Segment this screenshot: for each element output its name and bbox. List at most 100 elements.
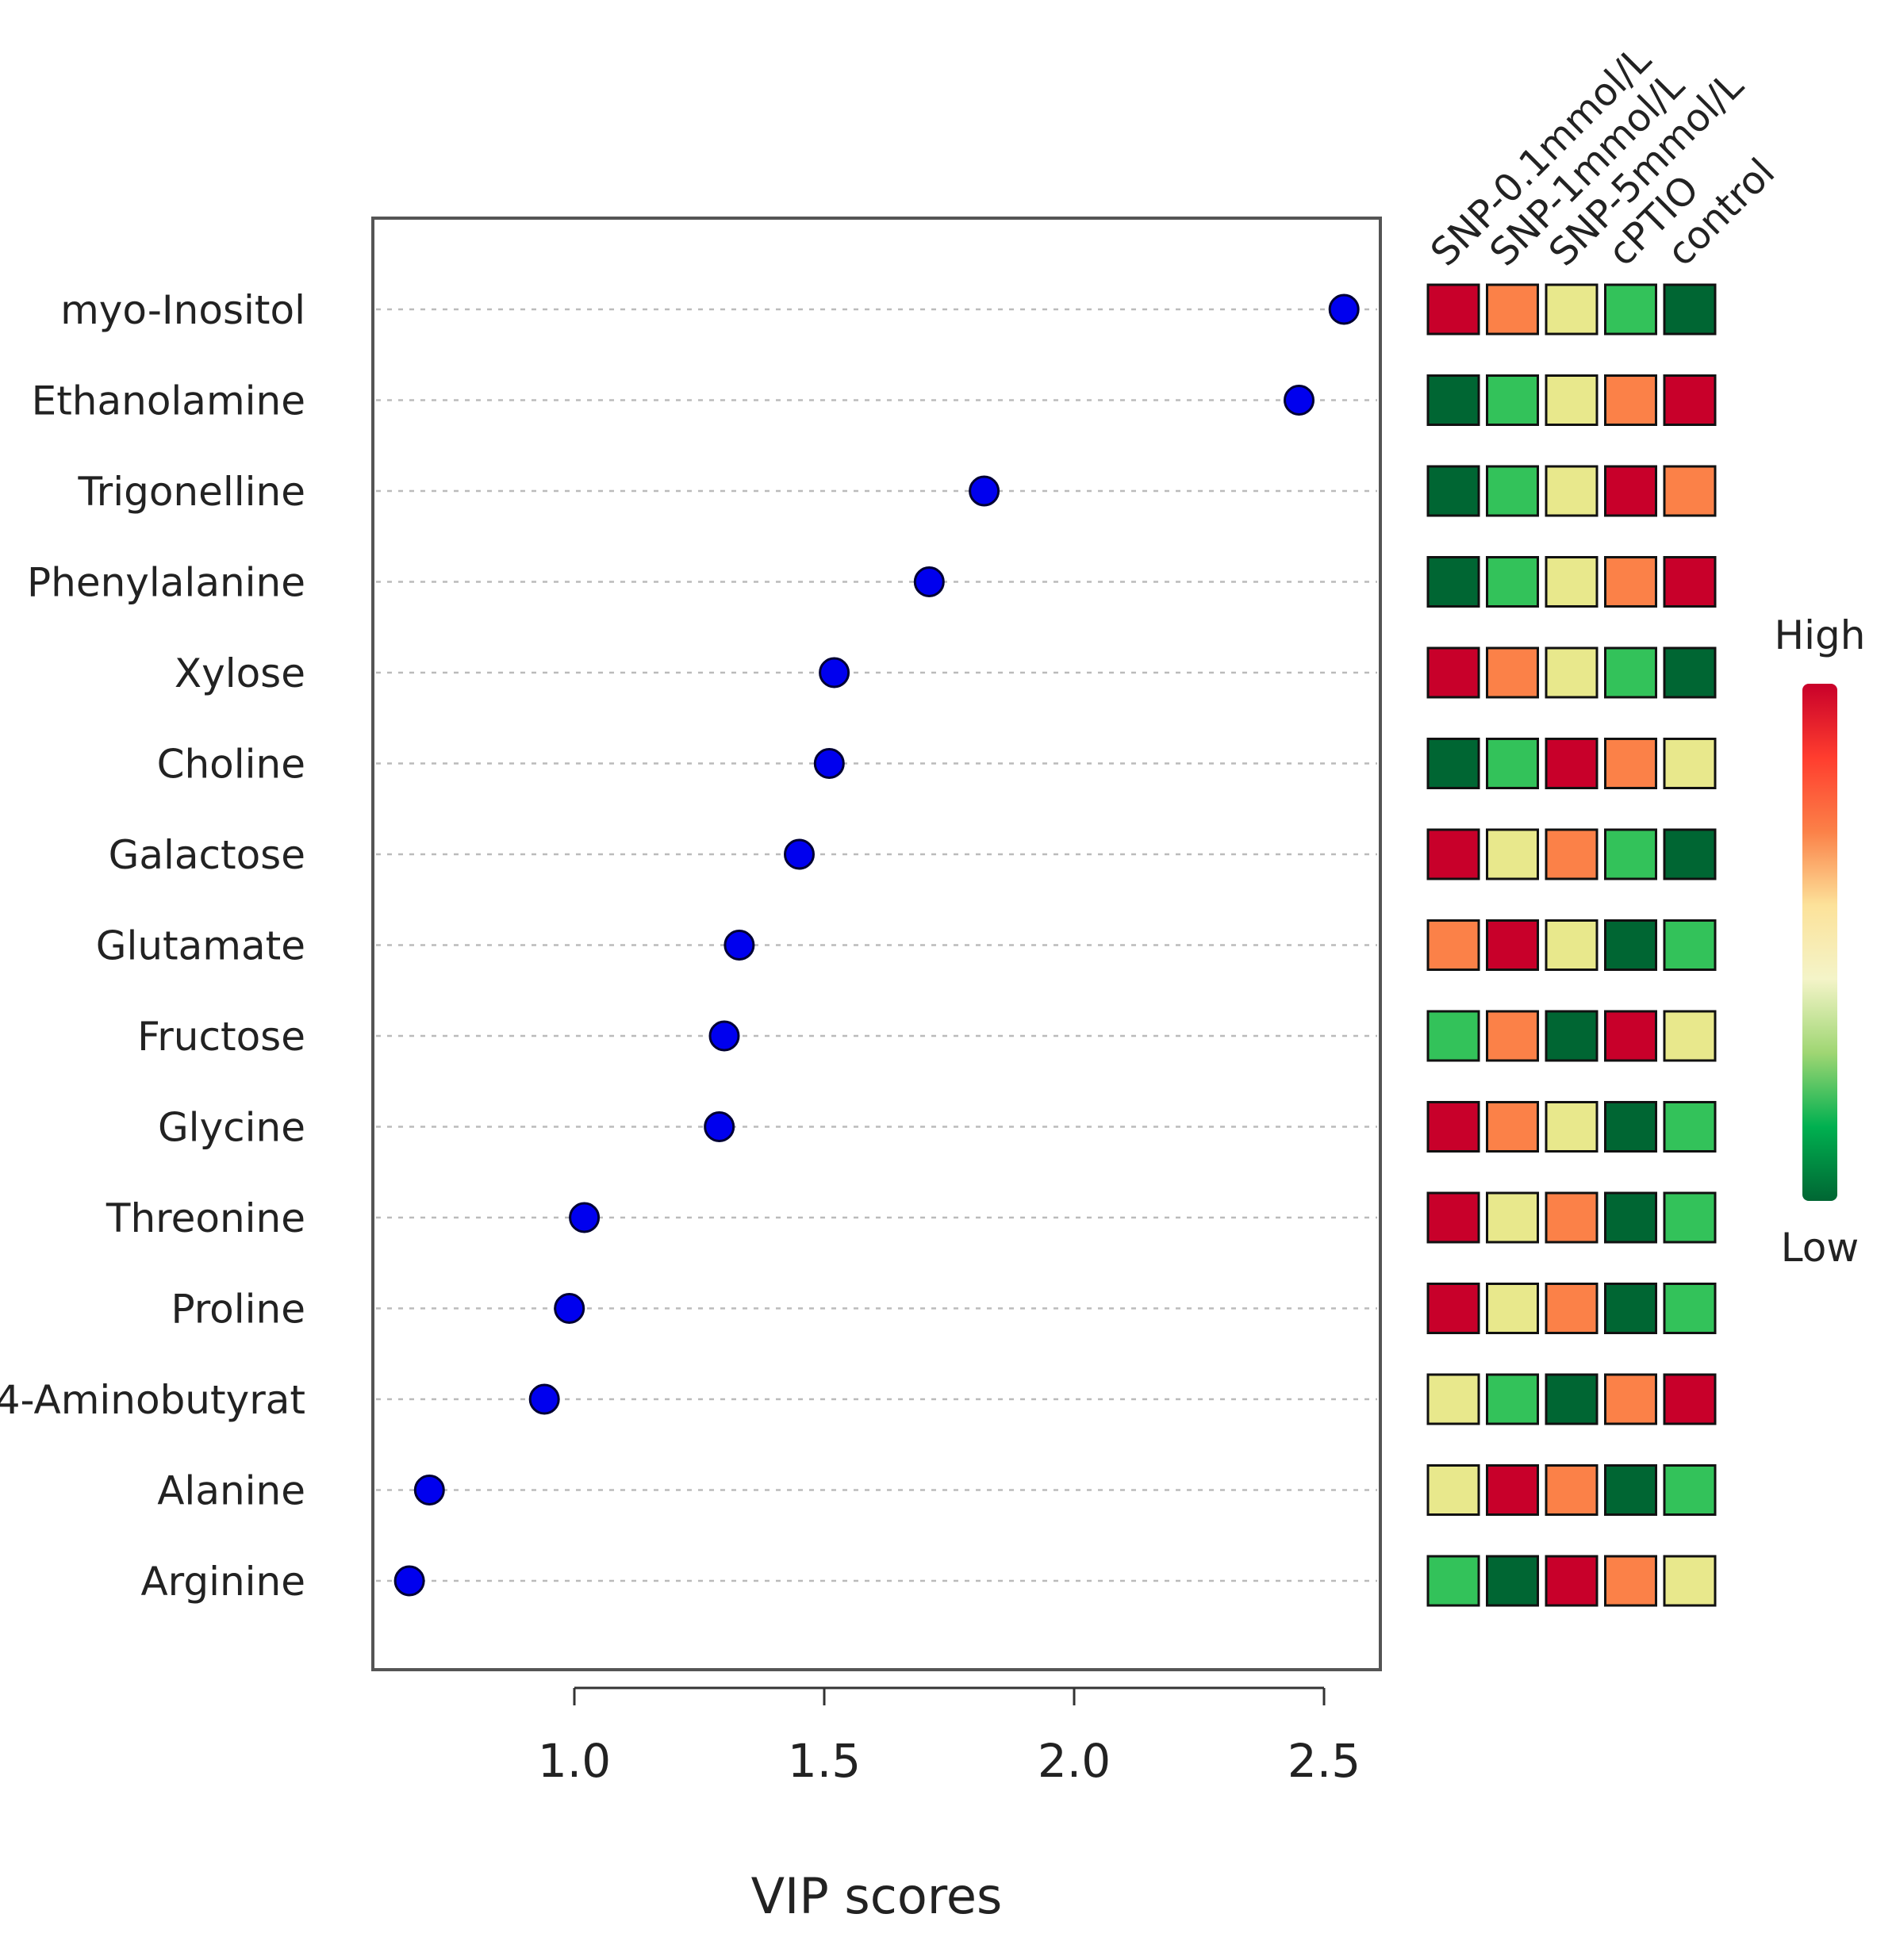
heatmap-cell bbox=[1426, 1283, 1480, 1334]
heatmap-cell bbox=[1545, 1010, 1599, 1062]
heatmap-cell bbox=[1545, 646, 1599, 699]
heatmap-cell bbox=[1545, 374, 1599, 426]
heatmap-cell bbox=[1545, 556, 1599, 608]
heatmap-cell bbox=[1663, 556, 1717, 608]
heatmap-cell bbox=[1426, 374, 1480, 426]
heatmap-cell bbox=[1663, 1101, 1717, 1153]
heatmap-cell bbox=[1486, 919, 1539, 971]
heatmap-cell bbox=[1486, 1191, 1539, 1244]
vip-point bbox=[969, 475, 1000, 507]
heatmap-cell bbox=[1486, 1010, 1539, 1062]
x-tick-label: 1.5 bbox=[788, 1734, 861, 1788]
metabolite-label: Glycine bbox=[158, 1105, 305, 1151]
heatmap-cell bbox=[1545, 1101, 1599, 1153]
heatmap-cell bbox=[1604, 1464, 1657, 1516]
heatmap-cell bbox=[1426, 1010, 1480, 1062]
heatmap-cell bbox=[1486, 1283, 1539, 1334]
heatmap-cell bbox=[1545, 283, 1599, 336]
vip-point bbox=[813, 748, 845, 779]
vip-point bbox=[708, 1020, 740, 1052]
heatmap-cell bbox=[1604, 1010, 1657, 1062]
metabolite-label: Threonine bbox=[106, 1195, 305, 1241]
vip-point bbox=[819, 657, 850, 688]
heatmap-cell bbox=[1486, 646, 1539, 699]
vip-point bbox=[1328, 293, 1360, 325]
metabolite-label: Glutamate bbox=[96, 923, 305, 969]
heatmap-cell bbox=[1486, 1101, 1539, 1153]
color-scale-bar bbox=[1802, 684, 1837, 1201]
metabolite-label: Galactose bbox=[109, 832, 305, 878]
vip-point bbox=[528, 1383, 560, 1415]
metabolite-label: Alanine bbox=[157, 1468, 305, 1514]
metabolite-label: Proline bbox=[171, 1287, 305, 1333]
heatmap-cell bbox=[1426, 919, 1480, 971]
heatmap-cell bbox=[1486, 374, 1539, 426]
heatmap-cell bbox=[1604, 738, 1657, 789]
heatmap-cell bbox=[1545, 1373, 1599, 1425]
metabolite-label: Ethanolamine bbox=[32, 378, 305, 424]
vip-point bbox=[554, 1293, 585, 1324]
heatmap-cell bbox=[1663, 283, 1717, 336]
heatmap-cell bbox=[1604, 919, 1657, 971]
heatmap-cell bbox=[1604, 1191, 1657, 1244]
heatmap-cell bbox=[1486, 1555, 1539, 1607]
heatmap-cell bbox=[1545, 1464, 1599, 1516]
heatmap-cell bbox=[1663, 374, 1717, 426]
heatmap-cell bbox=[1426, 556, 1480, 608]
heatmap-cell bbox=[1604, 1373, 1657, 1425]
legend-low-label: Low bbox=[1781, 1225, 1859, 1271]
metabolite-label: myo-Inositol bbox=[60, 287, 305, 333]
heatmap-cell bbox=[1486, 556, 1539, 608]
heatmap-cell bbox=[1604, 1101, 1657, 1153]
heatmap-cell bbox=[1545, 465, 1599, 517]
heatmap-cell bbox=[1426, 1464, 1480, 1516]
metabolite-label: Xylose bbox=[175, 650, 305, 696]
heatmap-cell bbox=[1663, 1555, 1717, 1607]
heatmap-cell bbox=[1426, 1373, 1480, 1425]
heatmap-cell bbox=[1663, 828, 1717, 880]
x-tick-label: 2.0 bbox=[1038, 1734, 1111, 1788]
vip-point bbox=[393, 1565, 425, 1597]
vip-point bbox=[704, 1111, 735, 1142]
heatmap-cell bbox=[1545, 828, 1599, 880]
heatmap-cell bbox=[1486, 283, 1539, 336]
heatmap-cell bbox=[1663, 1373, 1717, 1425]
metabolite-label: Trigonelline bbox=[77, 469, 305, 515]
heatmap-cell bbox=[1663, 465, 1717, 517]
heatmap-cell bbox=[1545, 1555, 1599, 1607]
heatmap-cell bbox=[1604, 1283, 1657, 1334]
metabolite-label: Arginine bbox=[140, 1559, 305, 1605]
heatmap-cell bbox=[1604, 828, 1657, 880]
vip-point bbox=[913, 566, 945, 597]
heatmap-cell bbox=[1604, 1555, 1657, 1607]
heatmap-cell bbox=[1486, 1464, 1539, 1516]
heatmap-cell bbox=[1663, 1283, 1717, 1334]
x-tick-label: 1.0 bbox=[538, 1734, 611, 1788]
heatmap-cell bbox=[1426, 465, 1480, 517]
heatmap-cell bbox=[1426, 1555, 1480, 1607]
heatmap-cell bbox=[1426, 738, 1480, 789]
heatmap-cell bbox=[1663, 646, 1717, 699]
vip-point bbox=[723, 930, 755, 961]
heatmap-cell bbox=[1663, 1010, 1717, 1062]
heatmap-cell bbox=[1486, 738, 1539, 789]
heatmap-cell bbox=[1663, 738, 1717, 789]
vip-point bbox=[784, 838, 815, 870]
heatmap-cell bbox=[1545, 738, 1599, 789]
metabolite-label: Phenylalanine bbox=[27, 560, 305, 606]
heatmap-cell bbox=[1486, 465, 1539, 517]
heatmap-cell bbox=[1604, 556, 1657, 608]
x-tick-label: 2.5 bbox=[1288, 1734, 1361, 1788]
heatmap-cell bbox=[1663, 919, 1717, 971]
x-axis-title: VIP scores bbox=[751, 1867, 1003, 1925]
heatmap-cell bbox=[1545, 1191, 1599, 1244]
legend-high-label: High bbox=[1775, 612, 1866, 658]
heatmap-cell bbox=[1426, 646, 1480, 699]
heatmap-cell bbox=[1604, 283, 1657, 336]
heatmap-cell bbox=[1545, 919, 1599, 971]
heatmap-cell bbox=[1604, 465, 1657, 517]
heatmap-cell bbox=[1426, 1101, 1480, 1153]
heatmap-cell bbox=[1663, 1191, 1717, 1244]
